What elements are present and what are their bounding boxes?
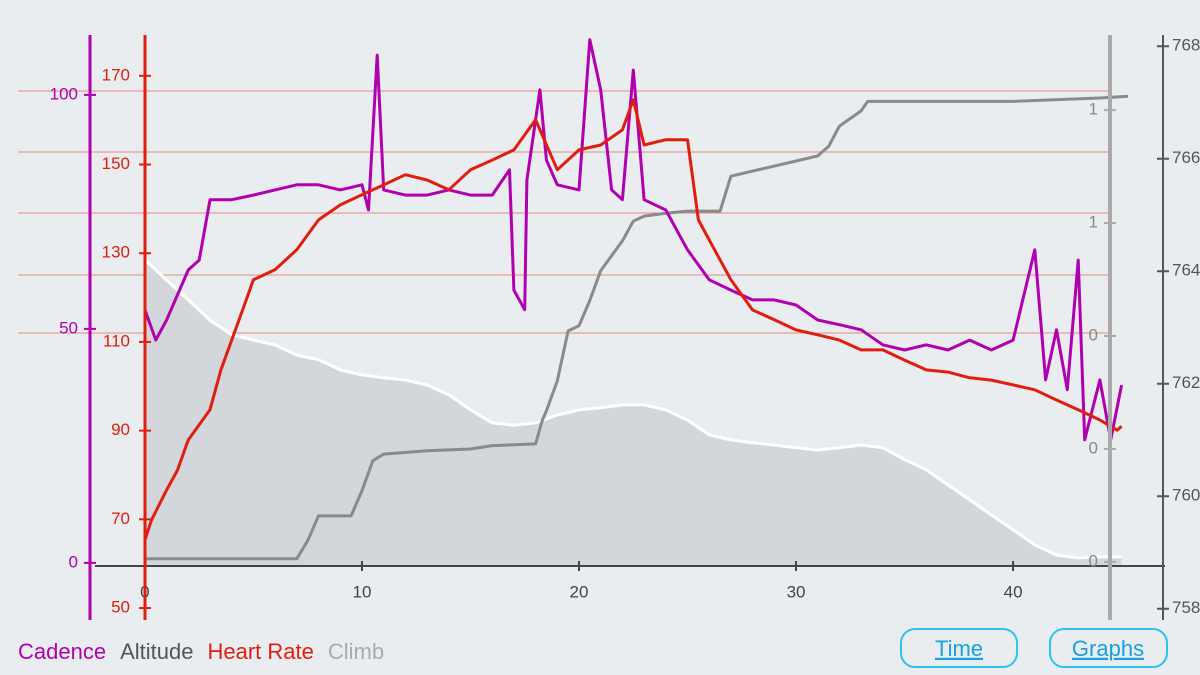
graphs-button-label[interactable]: Graphs (1072, 636, 1144, 661)
y-tick-label: 766 (1172, 148, 1200, 167)
y-tick-label: 1 (1089, 213, 1098, 232)
climb-area (144, 259, 1122, 566)
x-tick-label: 40 (1004, 582, 1023, 601)
legend-entry: Heart Rate (207, 639, 313, 664)
y-tick-label: 110 (103, 331, 130, 350)
y-tick-label: 100 (50, 84, 78, 103)
y-tick-label: 764 (1172, 261, 1200, 280)
series-line (143, 258, 1122, 560)
y-tick-label: 150 (102, 154, 130, 173)
y-tick-label: 70 (111, 509, 130, 528)
graphs-button[interactable] (1049, 628, 1168, 668)
y-tick-label: 170 (102, 65, 130, 84)
x-tick-label: 30 (787, 582, 806, 601)
series-line (144, 94, 1129, 561)
time-button-label[interactable]: Time (935, 636, 983, 661)
y-tick-label: 0 (69, 552, 78, 571)
x-tick-label: 20 (570, 582, 589, 601)
y-tick-label: 760 (1172, 486, 1200, 505)
y-tick-label: 1 (1089, 100, 1098, 119)
legend-entry: Cadence (18, 639, 106, 664)
legend-entry: Altitude (120, 639, 193, 664)
y-tick-label: 130 (102, 243, 130, 262)
y-tick-label: 768 (1172, 36, 1200, 55)
x-tick-label: 10 (352, 582, 371, 601)
y-tick-label: 0 (1089, 325, 1098, 344)
time-button[interactable] (900, 628, 1018, 668)
legend-entry: Climb (328, 639, 384, 664)
y-tick-label: 0 (1089, 438, 1098, 457)
y-tick-label: 762 (1172, 373, 1200, 392)
y-tick-label: 90 (111, 420, 130, 439)
y-tick-label: 0 (1089, 551, 1098, 570)
y-tick-label: 758 (1172, 598, 1200, 617)
y-tick-label: 50 (111, 598, 130, 617)
y-tick-label: 50 (59, 318, 78, 337)
series-line (143, 98, 1123, 541)
series-line (143, 38, 1124, 442)
